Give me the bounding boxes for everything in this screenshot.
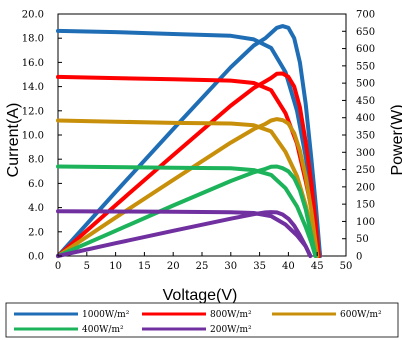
y-right-tick-label: 300 bbox=[356, 148, 375, 159]
y-right-tick-label: 450 bbox=[356, 96, 375, 107]
y-left-tick-label: 20.0 bbox=[22, 10, 44, 21]
y-left-tick-label: 6.0 bbox=[28, 179, 44, 190]
y-left-tick-label: 2.0 bbox=[28, 227, 44, 238]
y-left-tick-label: 0.0 bbox=[28, 252, 44, 263]
y-right-tick-label: 600 bbox=[356, 44, 375, 55]
y-right-tick-label: 500 bbox=[356, 79, 375, 90]
x-tick-label: 40 bbox=[282, 261, 295, 272]
ticks-layer: 0 5 10 15 20 25 30 35 40 45 50 0.0 2.0 4.0 6.0 8.0 10.0 1… bbox=[22, 10, 375, 273]
y-left-tick-label: 8.0 bbox=[28, 155, 44, 166]
x-tick-label: 25 bbox=[196, 261, 209, 272]
x-tick-label: 20 bbox=[167, 261, 180, 272]
y-right-tick-label: 0 bbox=[356, 252, 362, 263]
x-tick-label: 5 bbox=[84, 261, 90, 272]
y-right-tick-label: 250 bbox=[356, 165, 375, 176]
x-tick-label: 30 bbox=[224, 261, 237, 272]
legend-label: 1000W/m² bbox=[82, 310, 130, 320]
y-right-tick-label: 350 bbox=[356, 131, 375, 142]
pv-curve-line bbox=[56, 210, 313, 258]
y-right-tick-label: 700 bbox=[356, 10, 375, 21]
series-layer bbox=[56, 24, 323, 258]
y-axis-left-title: Current(A) bbox=[5, 103, 22, 178]
legend-label: 200W/m² bbox=[210, 325, 252, 335]
legend-label: 600W/m² bbox=[340, 310, 382, 320]
legend-box bbox=[5, 302, 399, 338]
legend-label: 400W/m² bbox=[82, 325, 124, 335]
y-left-tick-label: 14.0 bbox=[22, 82, 44, 93]
x-tick-label: 45 bbox=[311, 261, 324, 272]
y-right-tick-label: 200 bbox=[356, 182, 375, 193]
legend-label: 800W/m² bbox=[210, 310, 252, 320]
y-right-tick-label: 50 bbox=[356, 234, 369, 245]
pv-curve-line bbox=[56, 24, 323, 258]
y-right-tick-label: 650 bbox=[356, 27, 375, 38]
pv-curve-line bbox=[56, 71, 321, 258]
y-right-tick-label: 100 bbox=[356, 217, 375, 228]
pv-curve-line bbox=[56, 164, 318, 258]
y-left-tick-label: 12.0 bbox=[22, 106, 44, 117]
iv-curve-line bbox=[56, 164, 318, 258]
y-left-tick-label: 10.0 bbox=[22, 131, 44, 142]
x-tick-label: 15 bbox=[138, 261, 151, 272]
y-left-tick-label: 16.0 bbox=[22, 58, 44, 69]
x-tick-label: 35 bbox=[253, 261, 266, 272]
y-right-tick-label: 400 bbox=[356, 113, 375, 124]
x-tick-label: 10 bbox=[109, 261, 122, 272]
x-tick-label: 50 bbox=[340, 261, 353, 272]
x-axis-title: Voltage(V) bbox=[163, 287, 238, 304]
legend: 1000W/m² 800W/m² 600W/m² 400W/m² 200W/m² bbox=[5, 302, 399, 338]
y-axis-right-title: Power(W) bbox=[389, 104, 402, 175]
y-left-tick-label: 4.0 bbox=[28, 203, 44, 214]
y-right-tick-label: 550 bbox=[356, 61, 375, 72]
y-right-tick-label: 150 bbox=[356, 200, 375, 211]
y-left-tick-label: 18.0 bbox=[22, 34, 44, 45]
x-tick-label: 0 bbox=[55, 261, 61, 272]
